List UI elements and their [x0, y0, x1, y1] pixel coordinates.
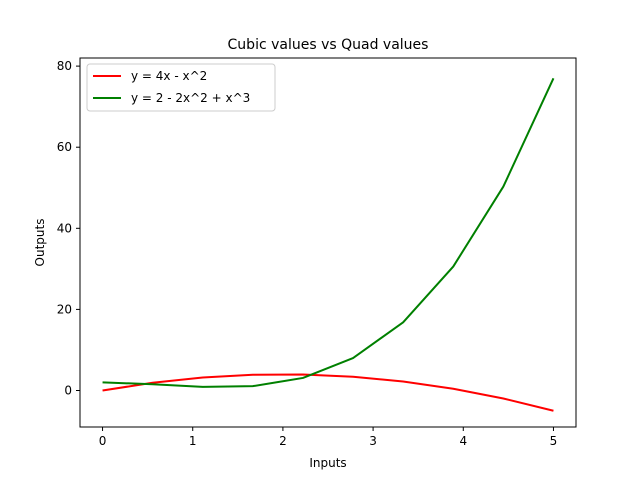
y-tick-label: 80	[57, 59, 72, 73]
y-axis-label: Outputs	[33, 219, 47, 267]
legend: y = 4x - x^2 y = 2 - 2x^2 + x^3	[86, 63, 276, 112]
series-line-1	[102, 77, 555, 388]
y-axis: 0 20 40 60 80	[57, 59, 80, 398]
legend-label-cubic: y = 2 - 2x^2 + x^3	[131, 91, 250, 105]
legend-box	[86, 63, 276, 112]
legend-label-quad: y = 4x - x^2	[131, 69, 207, 83]
series-line-0	[102, 373, 554, 412]
x-axis: 0 1 2 3 4 5	[99, 427, 558, 448]
x-tick-label: 1	[189, 434, 197, 448]
chart-title: Cubic values vs Quad values	[228, 37, 429, 53]
plot-frame	[79, 57, 577, 428]
y-tick-label: 40	[57, 221, 72, 235]
y-tick-label: 60	[57, 140, 72, 154]
x-tick-label: 3	[369, 434, 377, 448]
x-axis-label: Inputs	[309, 456, 346, 470]
series-layer	[102, 77, 555, 412]
x-tick-label: 5	[550, 434, 558, 448]
x-tick-label: 4	[459, 434, 467, 448]
y-tick-label: 20	[57, 302, 72, 316]
x-tick-label: 2	[279, 434, 287, 448]
y-tick-label: 0	[64, 384, 72, 398]
plot-background	[80, 58, 576, 427]
x-tick-label: 0	[99, 434, 107, 448]
